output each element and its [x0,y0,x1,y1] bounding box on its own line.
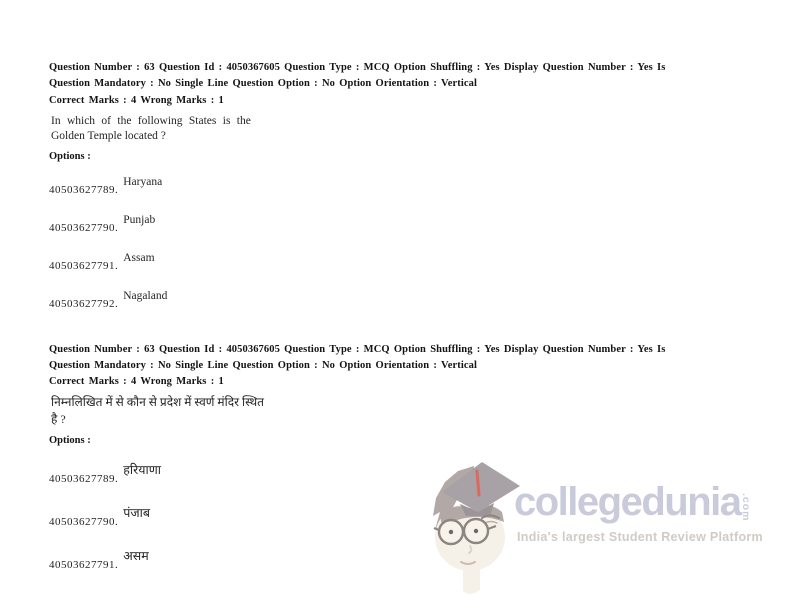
meta-line-2: Question Mandatory : No Single Line Ques… [49,359,477,371]
option-id: 40503627791. [49,260,119,272]
option-label: पंजाब [123,506,151,520]
question-text-line-2: Golden Temple located ? [51,130,166,142]
meta-line-1: Question Number : 63 Question Id : 40503… [49,62,666,73]
option-label: असम [123,549,149,563]
option-row: 40503627790. Punjab [49,214,155,236]
option-id: 40503627790. [49,516,119,528]
option-row: 40503627789. हरियाणा [49,463,161,487]
option-label: Assam [123,252,155,264]
marks-line: Correct Marks : 4 Wrong Marks : 1 [49,95,224,106]
option-row: 40503627790. पंजाब [49,506,150,530]
option-row: 40503627791. असम [49,549,149,573]
collegedunia-mascot-icon [433,462,520,594]
option-label: हरियाणा [123,463,162,477]
question-text-line-1: In which of the following States is the [51,115,251,127]
option-id: 40503627792. [49,298,119,310]
option-id: 40503627789. [49,473,119,485]
question-text-line-1: निम्नलिखित में से कौन से प्रदेश में स्वर… [51,395,265,409]
option-label: Nagaland [123,290,168,302]
collegedunia-watermark: collegedunia .com India's largest Studen… [430,452,765,607]
question-meta: Question Number : 63 Question Id : 40503… [49,342,729,373]
collegedunia-logo-text: collegedunia [514,480,742,524]
option-row: 40503627789. Haryana [49,176,162,198]
option-label: Punjab [123,214,156,226]
option-id: 40503627791. [49,559,119,571]
marks-line: Correct Marks : 4 Wrong Marks : 1 [49,376,224,387]
option-row: 40503627792. Nagaland [49,290,167,312]
meta-line-2: Question Mandatory : No Single Line Ques… [49,77,477,89]
collegedunia-logo-tld: .com [740,493,752,522]
option-label: Haryana [123,176,163,188]
options-heading: Options : [49,151,91,162]
option-id: 40503627790. [49,222,119,234]
option-id: 40503627789. [49,184,119,196]
options-heading: Options : [49,435,91,446]
option-row: 40503627791. Assam [49,252,155,274]
collegedunia-tagline: India's largest Student Review Platform [517,530,763,544]
question-meta: Question Number : 63 Question Id : 40503… [49,60,729,91]
meta-line-1: Question Number : 63 Question Id : 40503… [49,344,666,355]
question-text-line-2: है ? [51,412,66,426]
